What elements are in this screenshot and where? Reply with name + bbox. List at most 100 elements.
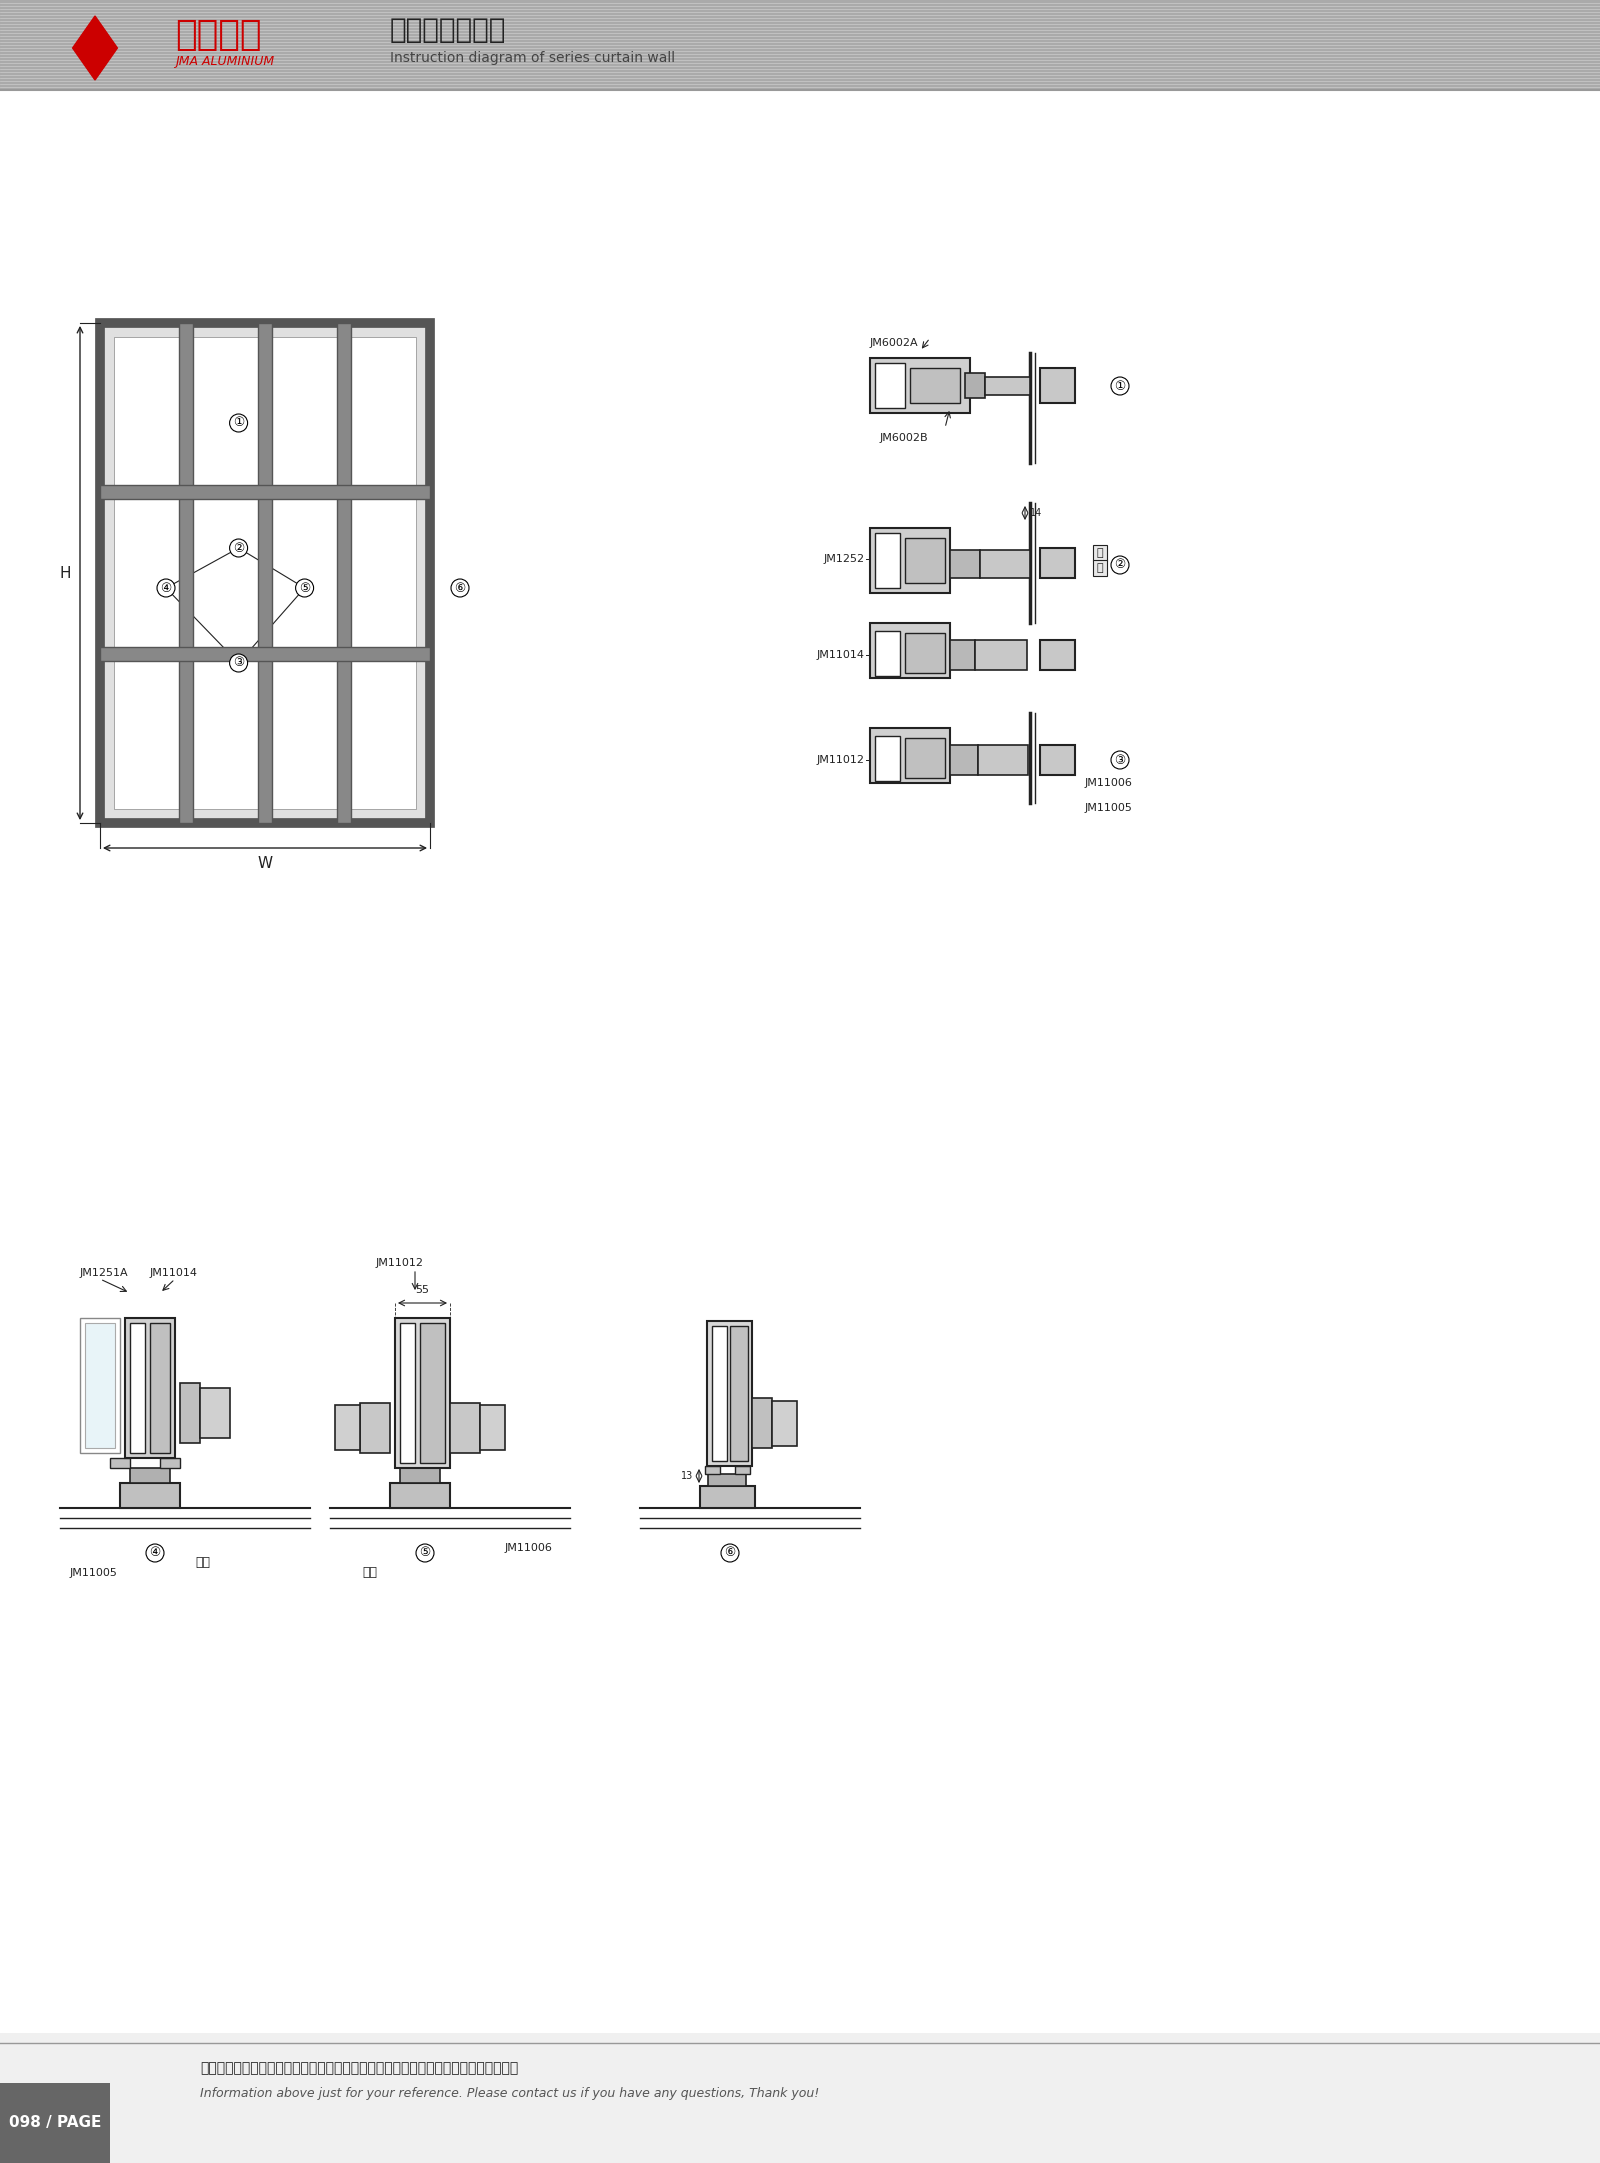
Bar	[0, 24, 1600, 26]
Bar	[0, 76, 1600, 78]
Bar	[0, 48, 1600, 52]
Bar	[0, 52, 1600, 54]
Bar	[875, 363, 906, 409]
Bar	[734, 1467, 750, 1473]
Bar	[0, 0, 1600, 91]
Bar	[0, 67, 1600, 69]
Bar	[419, 1324, 445, 1462]
Bar	[99, 485, 430, 500]
Bar	[870, 528, 950, 593]
Text: ③: ③	[1114, 753, 1126, 766]
Bar	[150, 1324, 170, 1454]
Text: JM11012: JM11012	[818, 755, 866, 766]
Text: JM1252: JM1252	[824, 554, 866, 565]
Text: 室: 室	[1096, 547, 1104, 558]
Text: JM1251A: JM1251A	[80, 1268, 128, 1278]
Bar	[194, 500, 258, 647]
Bar	[0, 0, 1600, 2]
Text: ⑥: ⑥	[454, 582, 466, 595]
Bar	[350, 500, 416, 647]
Bar	[114, 337, 179, 485]
Bar	[0, 26, 1600, 30]
Bar	[771, 1402, 797, 1447]
Bar	[1040, 640, 1075, 671]
Text: ④: ④	[149, 1547, 160, 1560]
Text: ②: ②	[1114, 558, 1126, 571]
Bar	[85, 1324, 115, 1447]
Bar	[334, 1406, 360, 1449]
Bar	[114, 662, 179, 809]
Bar	[179, 322, 194, 822]
Text: JMA ALUMINIUM: JMA ALUMINIUM	[174, 56, 274, 69]
Bar	[0, 61, 1600, 63]
Text: JM11006: JM11006	[506, 1542, 554, 1553]
Bar	[0, 2083, 110, 2163]
Bar	[0, 13, 1600, 15]
Bar	[730, 1326, 749, 1460]
Text: ⑤: ⑤	[299, 582, 310, 595]
Text: 098 / PAGE: 098 / PAGE	[10, 2115, 101, 2131]
Bar	[0, 80, 1600, 84]
Bar	[986, 376, 1030, 396]
Bar	[194, 662, 258, 809]
Bar	[120, 1484, 179, 1508]
Bar	[906, 738, 946, 779]
Bar	[0, 54, 1600, 56]
Bar	[1040, 744, 1075, 774]
Bar	[0, 15, 1600, 17]
Text: 室外: 室外	[195, 1557, 210, 1570]
Bar	[0, 39, 1600, 41]
Bar	[979, 549, 1030, 578]
Bar	[110, 1458, 130, 1469]
Bar	[130, 1469, 170, 1484]
Text: H: H	[59, 565, 70, 580]
Bar	[906, 539, 946, 584]
Bar	[272, 337, 338, 485]
Bar	[390, 1484, 450, 1508]
Bar	[258, 322, 272, 822]
Text: JM11005: JM11005	[1085, 802, 1133, 813]
Text: 玻璃: 玻璃	[363, 1566, 378, 1579]
Bar	[701, 1486, 755, 1508]
Bar	[974, 640, 1027, 671]
Bar	[950, 640, 974, 671]
Text: ③: ③	[234, 658, 245, 671]
Text: 14: 14	[1030, 508, 1042, 517]
Bar	[0, 71, 1600, 76]
Bar	[707, 1322, 752, 1467]
Bar	[0, 91, 1600, 2033]
Bar	[400, 1324, 414, 1462]
Bar	[130, 1324, 146, 1454]
Bar	[400, 1469, 440, 1484]
Bar	[0, 6, 1600, 9]
Bar	[200, 1389, 230, 1438]
Bar	[350, 662, 416, 809]
Text: JM11012: JM11012	[376, 1259, 424, 1268]
Text: JM6002A: JM6002A	[870, 337, 918, 348]
Bar	[338, 322, 350, 822]
Text: 简易幕墙结构图: 简易幕墙结构图	[390, 15, 506, 43]
Text: 坚美铝业: 坚美铝业	[174, 17, 261, 52]
Bar	[194, 337, 258, 485]
Bar	[0, 87, 1600, 91]
Bar	[0, 78, 1600, 80]
Bar	[480, 1406, 506, 1449]
Bar	[752, 1397, 771, 1447]
Bar	[272, 662, 338, 809]
Text: JM11006: JM11006	[1085, 779, 1133, 787]
Bar	[0, 9, 1600, 13]
Bar	[125, 1317, 174, 1458]
Text: ①: ①	[1114, 379, 1126, 392]
Bar	[870, 729, 950, 783]
Text: ④: ④	[160, 582, 171, 595]
Bar	[179, 1382, 200, 1443]
Bar	[0, 30, 1600, 32]
Bar	[910, 368, 960, 402]
Text: 图中所示型材截面、装配、编号、尺寸及重量仅供参考。如有疑问，请向本公司查询。: 图中所示型材截面、装配、编号、尺寸及重量仅供参考。如有疑问，请向本公司查询。	[200, 2061, 518, 2074]
Text: JM11014: JM11014	[818, 651, 866, 660]
Bar	[395, 1317, 450, 1469]
Bar	[160, 1458, 179, 1469]
Bar	[875, 532, 899, 588]
Text: JM6002B: JM6002B	[880, 433, 928, 443]
Bar	[0, 56, 1600, 61]
